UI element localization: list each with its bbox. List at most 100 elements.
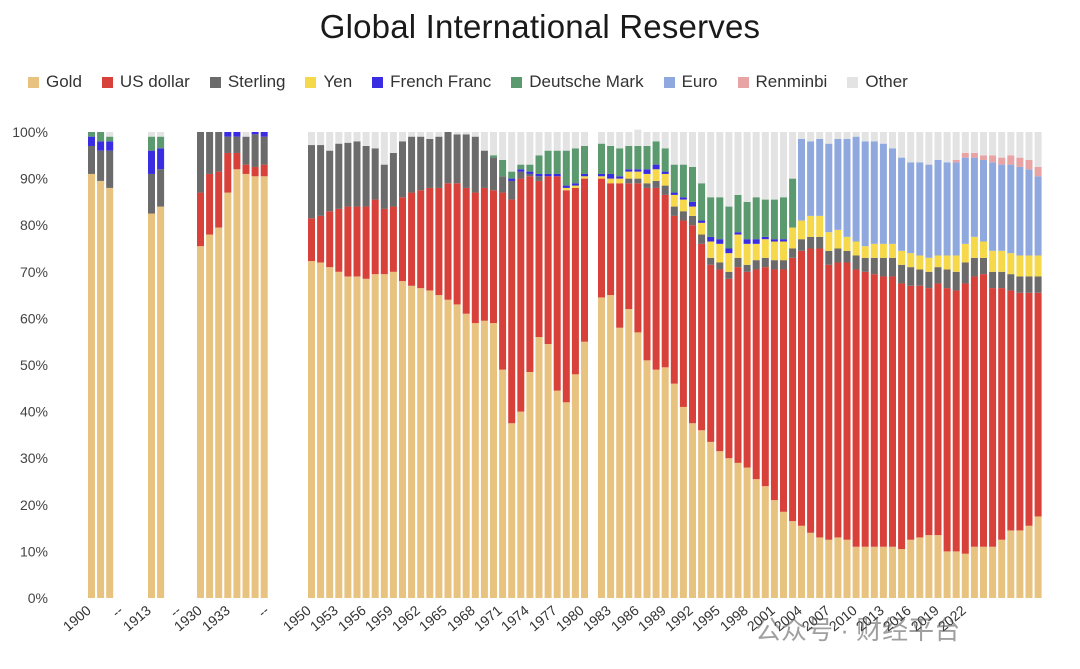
bar-segment-gold (934, 535, 942, 598)
bar-segment-other (943, 132, 951, 163)
bar-segment-french-franc (761, 236, 769, 240)
bar-segment-other (898, 132, 906, 158)
bar-segment-sterling (661, 185, 669, 195)
bar-segment-french-franc (553, 173, 561, 177)
bar-segment-euro (998, 164, 1006, 251)
y-tick-label: 50% (20, 357, 48, 373)
bar-segment-other (789, 132, 797, 179)
bar-segment-gold (616, 327, 624, 598)
bar-segment-sterling (989, 271, 997, 289)
bar-segment-yen (698, 222, 706, 235)
bar-segment-sterling (852, 255, 860, 270)
bar-segment-french-franc (598, 173, 605, 177)
bar-segment-yen (834, 229, 842, 249)
bar-segment-renminbi (989, 155, 997, 163)
bar-segment-other (652, 132, 660, 142)
bar-segment-deutsche-mark (789, 178, 797, 228)
x-tick-label: 1950 (280, 602, 314, 634)
bar-segment-other (598, 132, 605, 144)
bar-segment-sterling (670, 206, 678, 216)
bar-segment-yen (861, 246, 869, 258)
legend-label: Sterling (227, 72, 286, 91)
bar-segment-sterling (643, 183, 651, 188)
bar-segment-sterling (925, 271, 933, 289)
bar-segment-gold (215, 227, 223, 598)
bar-segment-other (916, 132, 924, 163)
bar-segment-yen (952, 255, 960, 272)
bar-segment-deutsche-mark (743, 201, 751, 240)
bar-segment-euro (852, 136, 860, 242)
bar-segment-french-franc (106, 141, 114, 151)
bar-segment-yen (607, 178, 615, 184)
bar-segment-us-dollar (215, 171, 223, 228)
bar-segment-renminbi (1034, 166, 1042, 177)
bar-segment-us-dollar (581, 178, 588, 342)
bar-segment-us-dollar (970, 276, 978, 547)
x-tick-label: 1995 (689, 602, 723, 634)
watermark-text: 公众号 · 财经平台 (755, 615, 961, 645)
bar-segment-us-dollar (661, 194, 669, 368)
bar-segment-deutsche-mark (698, 183, 706, 221)
bar-segment-sterling (1034, 276, 1042, 293)
bar-segment-sterling (898, 264, 906, 284)
bar-segment-other (408, 132, 416, 137)
bar-segment-other (698, 132, 706, 184)
bar-segment-other (526, 132, 534, 165)
bar-segment-us-dollar (980, 274, 987, 547)
bar-segment-other (961, 132, 969, 153)
bar-segment-gold (879, 546, 887, 598)
x-tick-label: -- (108, 602, 126, 620)
bar-segment-us-dollar (233, 152, 241, 170)
chart-title: Global International Reserves (319, 8, 761, 45)
bar-segment-us-dollar (716, 269, 724, 452)
bar-segment-euro (798, 138, 805, 221)
bar-segment-us-dollar (870, 274, 878, 547)
bar-segment-us-dollar (206, 173, 214, 235)
bar-segment-yen (625, 171, 633, 179)
bar-segment-french-franc (689, 201, 696, 207)
bar-segment-euro (807, 141, 815, 216)
bar-segment-yen (571, 185, 579, 188)
bar-segment-other (517, 132, 525, 165)
x-tick-label: 1956 (335, 602, 369, 634)
bar-segment-sterling (417, 136, 425, 191)
bar-segment-sterling (435, 136, 443, 188)
bar-segment-us-dollar (224, 152, 232, 193)
bar-segment-gold (761, 486, 769, 598)
bar-segment-us-dollar (616, 183, 624, 328)
legend-label: Renminbi (755, 72, 828, 91)
bar-segment-sterling (326, 150, 334, 212)
bar-segment-yen (889, 243, 896, 258)
bar-segment-gold (106, 187, 114, 599)
chart-legend: Gold US dollar Sterling Yen French Franc Deut… (28, 70, 1078, 94)
bar-segment-us-dollar (916, 285, 924, 538)
legend-item-other: Other (847, 72, 908, 92)
bar-segment-yen (1007, 253, 1015, 275)
bar-segment-yen (852, 241, 860, 256)
bar-segment-yen (770, 241, 778, 261)
bar-segment-french-franc (562, 185, 570, 188)
bar-segment-gold (1025, 525, 1033, 598)
legend-item-euro: Euro (663, 72, 718, 92)
bar-segment-deutsche-mark (517, 164, 525, 170)
bar-segment-other (480, 132, 488, 151)
bar-segment-sterling (380, 164, 388, 209)
bar-segment-deutsche-mark (634, 145, 642, 170)
bar-segment-french-franc (571, 183, 579, 186)
bar-segment-french-franc (616, 176, 624, 179)
bar-segment-us-dollar (362, 206, 370, 279)
bar-segment-other (707, 132, 715, 198)
legend-item-gold: Gold (28, 72, 82, 92)
x-tick-label: 1989 (635, 602, 669, 634)
bar-segment-sterling (308, 145, 315, 219)
bar-segment-us-dollar (260, 164, 268, 177)
bar-segment-yen (761, 239, 769, 258)
bar-segment-other (670, 132, 678, 165)
bar-segment-sterling (889, 257, 896, 277)
bar-segment-gold (544, 344, 552, 598)
bar-segment-us-dollar (898, 283, 906, 550)
bar-segment-gold (980, 546, 987, 598)
bar-segment-yen (743, 243, 751, 265)
bar-segment-deutsche-mark (499, 159, 507, 177)
bar-segment-other (761, 132, 769, 200)
